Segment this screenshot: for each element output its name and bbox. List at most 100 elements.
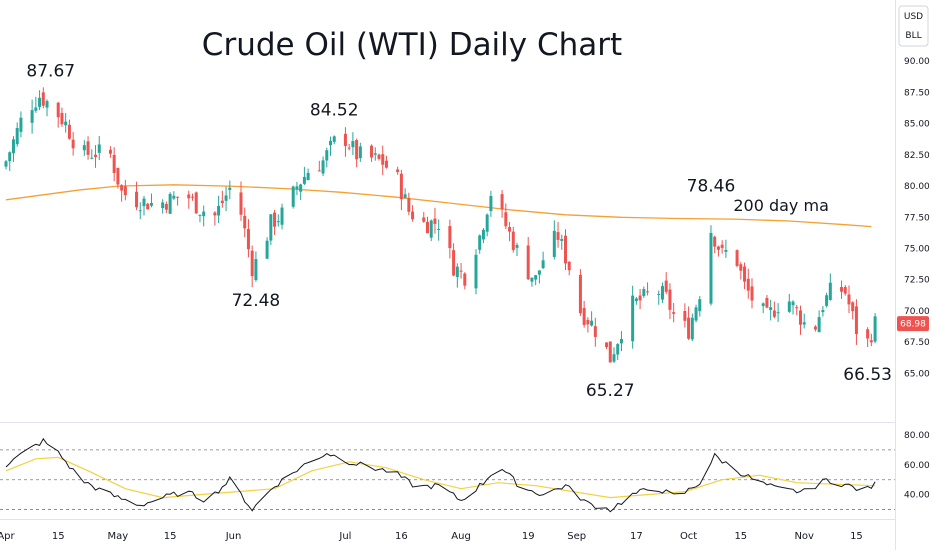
candle-body	[485, 214, 489, 232]
rsi-line	[5, 437, 876, 513]
candle-body	[295, 186, 299, 190]
candle-body	[534, 275, 538, 280]
candle-body	[135, 191, 139, 208]
candle-body	[67, 124, 71, 139]
candle-body	[772, 310, 776, 317]
candle-body	[34, 107, 38, 111]
candle-body	[302, 176, 306, 184]
price-annotation: 84.52	[310, 101, 359, 121]
currency-badge[interactable]	[898, 5, 929, 47]
candle-body	[317, 170, 321, 172]
price-annotation: 65.27	[586, 381, 635, 401]
candle-body	[250, 250, 254, 277]
candle-body	[407, 198, 411, 212]
candle-body	[15, 127, 19, 145]
rsi-tick-label: 80.00	[904, 431, 930, 441]
candle-body	[590, 320, 594, 326]
candle-body	[399, 173, 403, 200]
price-annotation: 87.67	[26, 61, 75, 81]
candle-body	[381, 154, 385, 165]
candle-body	[45, 101, 49, 108]
rsi-pane: 80.00 60.00 40.00	[0, 431, 930, 513]
candle-body	[198, 214, 202, 216]
candle-body	[500, 194, 504, 210]
price-tick-label: 72.50	[904, 276, 930, 286]
candle-body	[176, 196, 180, 198]
price-tick-label: 80.00	[904, 182, 930, 192]
candle-body	[690, 317, 694, 340]
candle-body	[851, 302, 855, 312]
time-tick-label: Aug	[451, 531, 471, 542]
candle-body	[8, 152, 12, 162]
candle-body	[191, 196, 194, 198]
price-tick-label: 87.50	[904, 88, 930, 98]
price-annotation: 66.53	[843, 365, 892, 385]
candle-body	[224, 195, 228, 201]
candle-body	[474, 254, 478, 289]
candle-body	[90, 157, 94, 159]
candle-body	[504, 212, 508, 227]
candles-group	[4, 87, 877, 364]
candle-body	[455, 266, 459, 277]
unit-label: BLL	[905, 31, 921, 41]
candle-body	[556, 232, 560, 240]
price-tick-label: 82.50	[904, 151, 930, 161]
candle-body	[351, 141, 355, 148]
candle-body	[243, 215, 247, 229]
candle-body	[265, 240, 269, 259]
last-price-label: 68.98	[900, 320, 926, 330]
candle-body	[787, 301, 791, 312]
candle-body	[112, 154, 116, 174]
candle-body	[120, 185, 124, 191]
candle-body	[646, 291, 650, 293]
candle-body	[761, 303, 765, 307]
candle-body	[638, 295, 642, 301]
candle-body	[750, 286, 754, 301]
candle-body	[384, 160, 388, 168]
candle-body	[817, 317, 821, 333]
candle-body	[825, 295, 829, 306]
time-tick-label: May	[108, 531, 129, 542]
candle-body	[433, 218, 437, 224]
candle-body	[828, 282, 832, 300]
price-tick-label: 70.00	[904, 307, 930, 317]
rsi-tick-label: 60.00	[904, 461, 930, 471]
candle-body	[578, 274, 582, 314]
ma-200-group	[5, 184, 872, 228]
time-tick-label: 15	[850, 531, 863, 542]
candle-body	[306, 172, 310, 181]
candle-body	[71, 139, 75, 149]
candle-body	[269, 214, 273, 241]
price-annotation: 78.46	[687, 176, 736, 196]
candle-body	[273, 212, 277, 227]
candle-body	[172, 195, 176, 199]
candle-body	[358, 146, 362, 159]
candle-body	[239, 192, 243, 215]
candle-body	[552, 230, 556, 257]
candle-body	[276, 221, 280, 223]
candle-body	[11, 139, 15, 154]
rsi-signal-line	[5, 456, 876, 499]
candle-body	[149, 203, 153, 206]
candle-body	[660, 286, 664, 300]
candle-body	[530, 277, 534, 282]
candle-body	[56, 102, 60, 118]
candle-body	[478, 235, 482, 250]
candle-body	[459, 270, 463, 272]
candle-body	[511, 231, 515, 251]
price-axis: 90.00 87.50 85.00 82.50 80.00 77.50 75.00 72.50…	[904, 57, 930, 379]
candle-body	[813, 326, 817, 330]
candle-body	[866, 329, 870, 339]
candle-body	[217, 205, 221, 216]
price-tick-label: 67.50	[904, 338, 930, 348]
candle-body	[843, 286, 847, 294]
candle-body	[94, 154, 98, 157]
candle-body	[608, 341, 612, 363]
candle-body	[593, 326, 597, 337]
candle-body	[448, 226, 452, 249]
candle-body	[720, 244, 724, 248]
candle-body	[108, 149, 112, 154]
candle-body	[463, 273, 467, 286]
